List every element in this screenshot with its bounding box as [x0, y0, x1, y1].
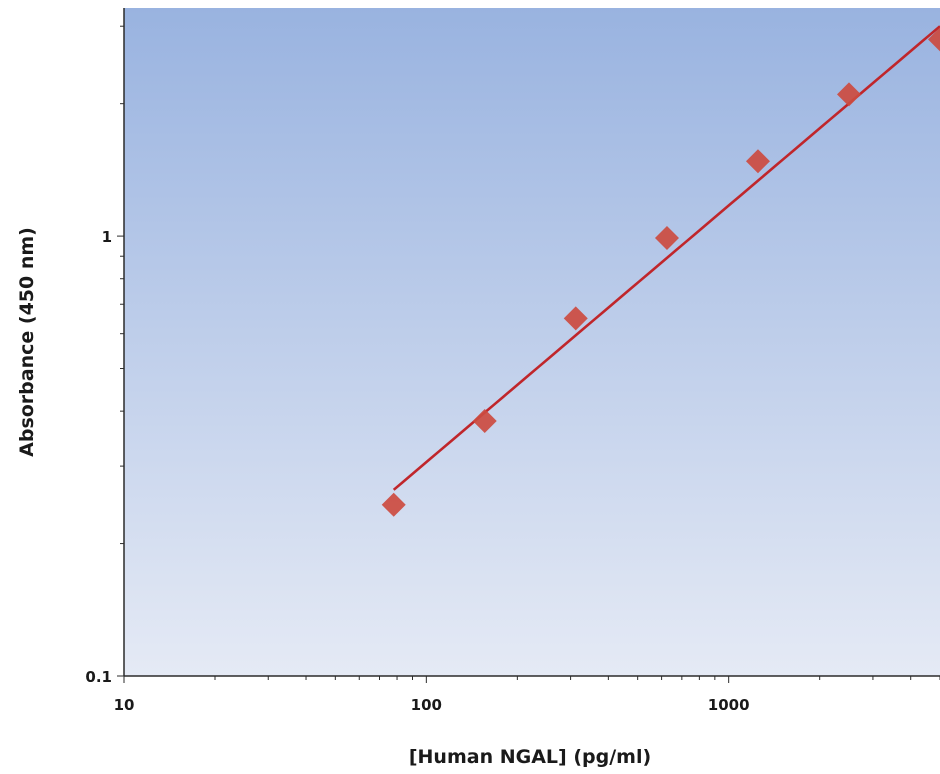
y-axis-title: Absorbance (450 nm): [16, 227, 38, 457]
data-point: [472, 408, 497, 433]
ticks: 10 100 1000 0.1 1: [85, 25, 940, 714]
data-point: [654, 226, 679, 251]
x-tick-label: 10: [114, 696, 135, 714]
data-point: [745, 149, 770, 174]
x-tick-label: 1000: [708, 696, 750, 714]
data-point: [928, 27, 940, 52]
plot-area: [124, 8, 940, 676]
y-tick-label: 1: [102, 228, 112, 246]
data-point: [381, 492, 406, 517]
data-point: [836, 82, 861, 107]
data-point: [563, 306, 588, 331]
axes: [123, 8, 940, 677]
y-tick-label: 0.1: [85, 668, 112, 686]
x-axis-title: [Human NGAL] (pg/ml): [409, 746, 651, 768]
x-tick-label: 100: [411, 696, 442, 714]
data-points: [381, 27, 940, 517]
